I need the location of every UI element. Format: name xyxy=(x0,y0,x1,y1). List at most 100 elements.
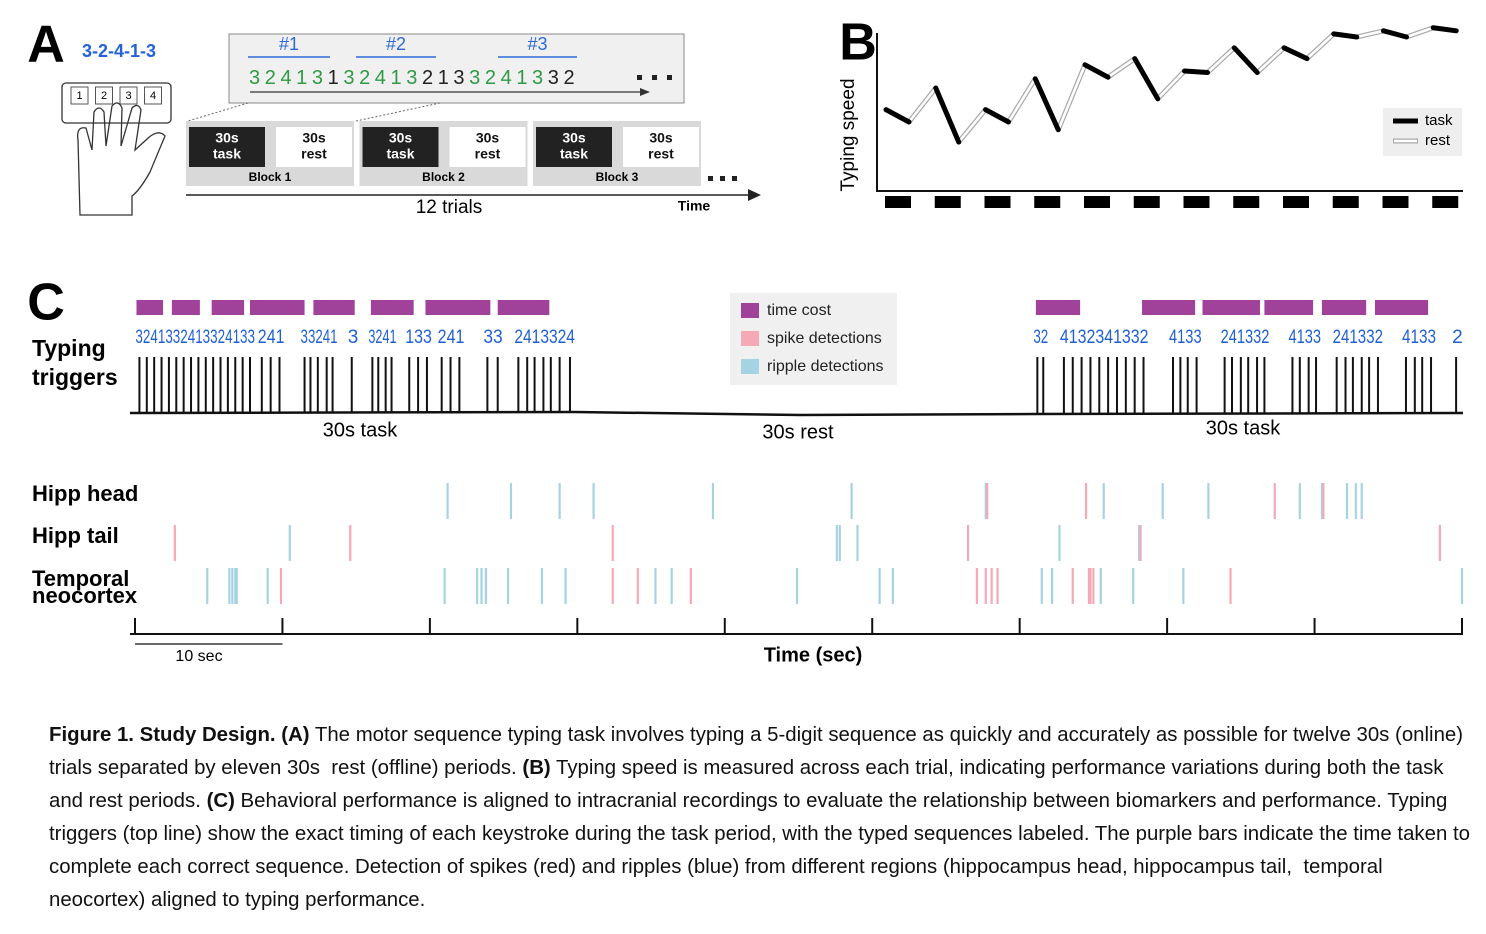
task-segment xyxy=(933,85,962,145)
rest-segment xyxy=(1256,46,1285,74)
task-block xyxy=(885,196,911,208)
typed-segment: 32 xyxy=(548,67,579,89)
zoom-line xyxy=(355,102,441,122)
sequence-label: 33241 xyxy=(301,327,338,348)
hand xyxy=(77,102,166,216)
sequence-label: 241332 xyxy=(1333,327,1383,348)
row-label: Hipp head xyxy=(32,481,138,506)
rest-segment xyxy=(1356,29,1384,39)
time-cost-bar xyxy=(1321,300,1367,315)
block-label: Block 1 xyxy=(249,170,292,184)
task-text: task xyxy=(386,146,414,162)
key-label: 3 xyxy=(125,90,131,102)
period-label: 30s task xyxy=(323,419,398,441)
figure-panels: A 3-2-4-1-3 12 trials Time B Typing spee… xyxy=(27,14,1464,666)
key xyxy=(144,86,162,105)
legend-label: time cost xyxy=(767,302,832,319)
arrow-head xyxy=(640,88,650,96)
task-block xyxy=(1183,196,1210,208)
x-axis-label: Time (sec) xyxy=(764,644,863,666)
sequence-label: 4133 xyxy=(1169,327,1202,348)
trial-label: #1 xyxy=(279,34,299,54)
sequence-label: 33 xyxy=(483,327,502,348)
row-label: neocortex xyxy=(32,583,138,608)
sequence-label: 4132341332 xyxy=(1060,327,1149,348)
row-label: Hipp tail xyxy=(32,523,119,548)
key xyxy=(95,86,113,105)
task-segment xyxy=(1281,45,1310,62)
task-block xyxy=(1432,196,1459,208)
trials-label: 12 trials xyxy=(416,197,483,218)
time-cost-bar xyxy=(1264,300,1314,315)
time-cost-bar xyxy=(425,300,491,315)
y-axis-label: Typing speed xyxy=(838,78,859,191)
task-text: 30s xyxy=(389,130,413,146)
typed-segment: 32413 xyxy=(343,67,422,89)
caption-text: Behavioral performance is aligned to int… xyxy=(49,790,1476,911)
typed-sequence: 324131324132133241332 xyxy=(249,67,579,89)
task-box xyxy=(362,127,439,167)
typed-segment: 32413 xyxy=(249,67,328,89)
sequence-label: 3-2-4-1-3 xyxy=(82,41,156,61)
panel-label: A xyxy=(27,16,65,74)
typed-segment: 213 xyxy=(422,67,469,89)
row-label: Temporal xyxy=(32,566,129,591)
task-box xyxy=(536,127,612,167)
key xyxy=(119,86,138,105)
caption-title: Figure 1. Study Design. xyxy=(49,724,276,746)
rest-box xyxy=(449,127,526,167)
rest-text: rest xyxy=(648,146,674,162)
sequence-label: 241 xyxy=(258,327,285,348)
time-cost-bar xyxy=(250,300,305,315)
row-label: triggers xyxy=(32,364,118,390)
sequence-label: 2413324 xyxy=(514,327,575,348)
trial-label: #3 xyxy=(527,34,547,54)
sequence-label: 3241332413324133 xyxy=(135,327,255,348)
trigger-baseline xyxy=(129,410,1464,417)
sequence-label: 4133 xyxy=(1402,327,1436,348)
trial-label: #2 xyxy=(386,34,406,54)
time-cost-bar xyxy=(1202,300,1261,315)
legend-swatch xyxy=(741,331,759,346)
rest-text: 30s xyxy=(302,130,326,146)
sequence-label: 3241 xyxy=(368,327,396,348)
time-cost-bar xyxy=(313,300,355,315)
task-block xyxy=(1233,196,1260,208)
key-label: 2 xyxy=(101,90,107,102)
task-block xyxy=(934,196,961,208)
more-dots xyxy=(637,75,672,80)
rest-segment xyxy=(907,87,937,123)
time-cost-bar xyxy=(370,300,414,315)
panel-label: C xyxy=(27,274,65,332)
rest-box xyxy=(276,127,352,167)
rest-segment xyxy=(1156,70,1186,100)
rest-segment xyxy=(1206,46,1236,74)
task-segment xyxy=(1331,31,1360,40)
rest-text: rest xyxy=(301,146,327,162)
caption-label: (B) xyxy=(522,757,551,779)
legend-box xyxy=(1383,108,1462,156)
legend-label: task xyxy=(1425,112,1453,129)
time-cost-bar xyxy=(1035,300,1081,315)
caption-text: The motor sequence typing task involves … xyxy=(49,724,1469,779)
caption-label: (A) xyxy=(281,724,310,746)
time-cost-bar xyxy=(136,300,164,315)
task-segment xyxy=(1132,56,1161,102)
task-text: 30s xyxy=(562,130,586,146)
sequence-label: 241 xyxy=(438,327,465,348)
task-segment xyxy=(1381,28,1409,40)
task-box xyxy=(189,127,265,167)
scale-label: 10 sec xyxy=(175,648,222,665)
task-text: 30s xyxy=(215,130,239,146)
caption-text: Typing speed is measured across each tri… xyxy=(49,757,1450,812)
panel-label: B xyxy=(839,14,877,72)
time-cost-bar xyxy=(1375,300,1429,315)
sequence-label: 3 xyxy=(348,327,359,348)
time-label: Time xyxy=(678,198,711,214)
task-segment xyxy=(1182,68,1210,76)
sequence-label: 4133 xyxy=(1288,327,1321,348)
key xyxy=(70,86,89,105)
task-text: task xyxy=(213,146,241,162)
task-block xyxy=(1283,196,1309,208)
legend-label: spike detections xyxy=(767,330,882,347)
